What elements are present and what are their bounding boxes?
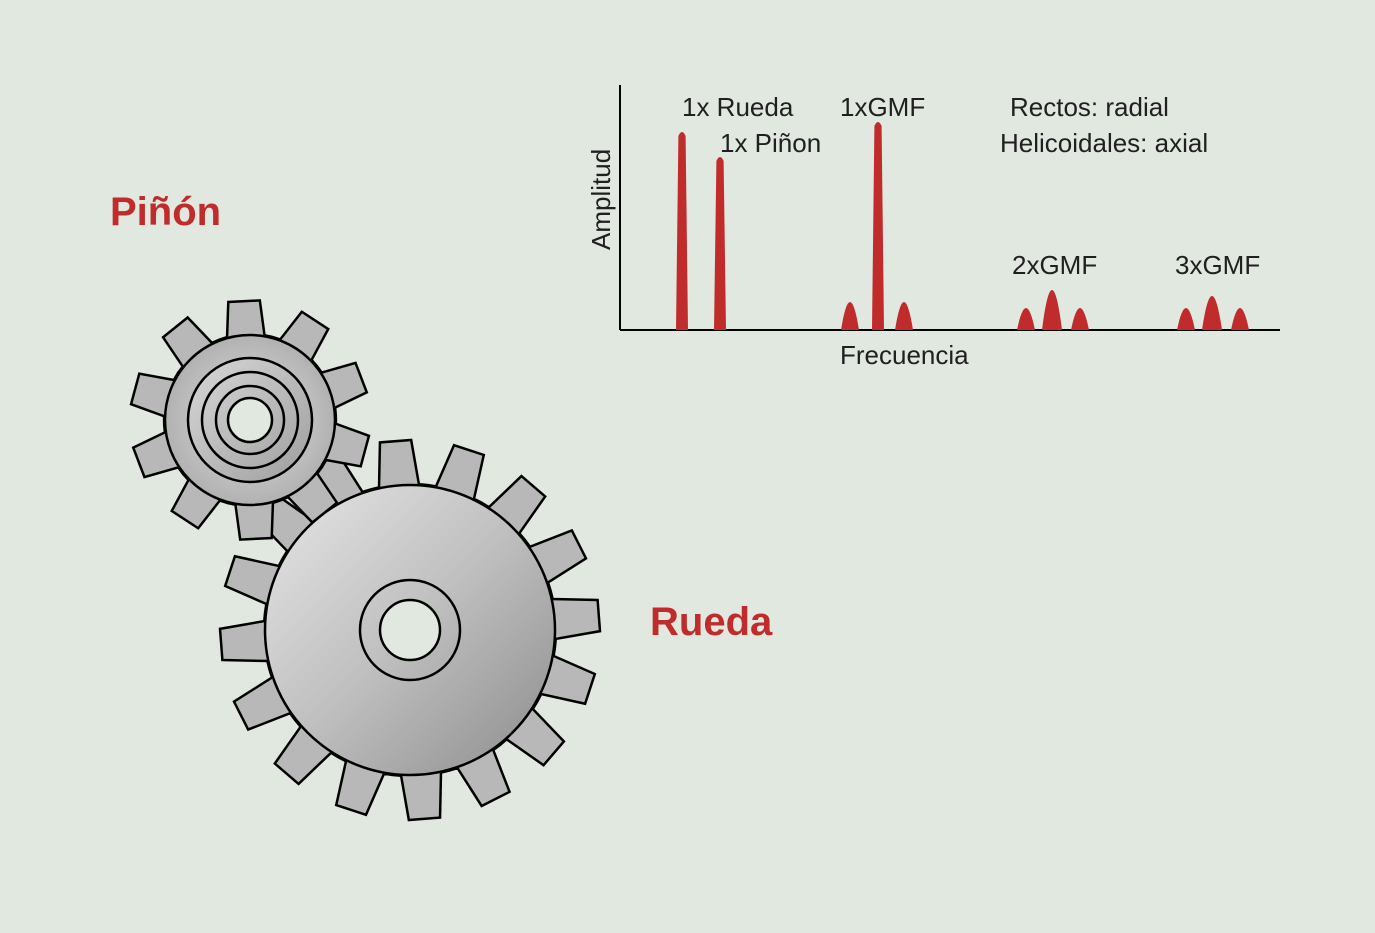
spectrum-peak [841,302,859,330]
wheel-gear-hole [380,600,440,660]
gears-illustration [120,290,640,855]
spectrum-peak [872,122,884,330]
spectrum-peak [1202,296,1222,330]
peak-label-1xgmf: 1xGMF [840,92,925,123]
spectrum-peak [714,157,726,330]
frequency-spectrum-chart: Amplitud Frecuencia 1x Rueda 1x Piñon 1x… [580,70,1300,370]
spectrum-peak [1071,308,1089,330]
spectrum-peak [1231,308,1249,330]
peak-label-2xgmf: 2xGMF [1012,250,1097,281]
spectrum-peak [1177,308,1195,330]
spectrum-peak [1017,308,1035,330]
pinion-label: Piñón [110,190,221,235]
peak-label-1x-pinon: 1x Piñon [720,128,821,159]
spectrum-peak [895,302,913,330]
y-axis-label: Amplitud [586,149,617,250]
note-helicoidales: Helicoidales: axial [1000,128,1208,159]
note-rectos: Rectos: radial [1010,92,1169,123]
spectrum-peak [1042,290,1062,330]
spectrum-peak [676,132,688,330]
diagram-canvas: Piñón Rueda Amplitud Frecuencia 1x Rueda… [0,0,1375,933]
x-axis-label: Frecuencia [840,340,969,371]
peak-label-3xgmf: 3xGMF [1175,250,1260,281]
peak-label-1x-rueda: 1x Rueda [682,92,793,123]
wheel-label: Rueda [650,600,772,645]
pinion-gear-hole [228,398,272,442]
gears-svg [120,290,640,850]
